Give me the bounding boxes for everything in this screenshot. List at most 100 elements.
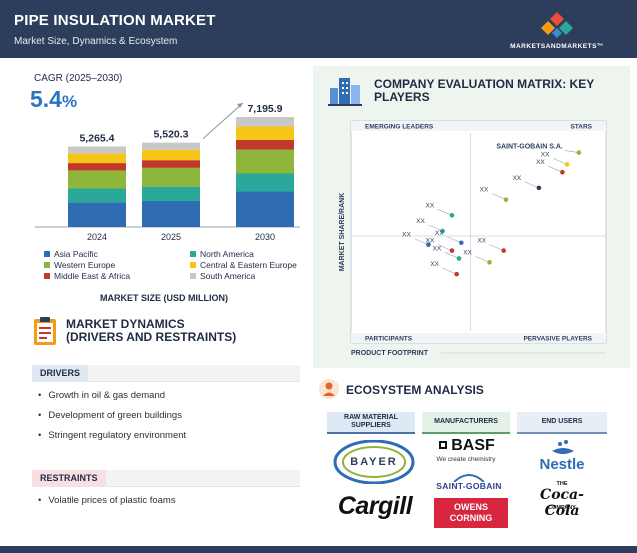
market-size-label: MARKET SIZE (USD MILLION) xyxy=(100,293,228,303)
bar-total-label: 7,195.9 xyxy=(247,103,282,115)
matrix-title-text: COMPANY EVALUATION MATRIX: KEY PLAYERS xyxy=(374,77,595,104)
bar-segment-south-america-2024 xyxy=(68,146,126,154)
nestle-nest-icon xyxy=(552,440,574,454)
basf-square-icon xyxy=(439,441,448,449)
legend-item-north-america: North America xyxy=(190,249,254,259)
matrix-point xyxy=(564,162,570,167)
matrix-point-label: XX xyxy=(536,159,545,166)
legend-swatch xyxy=(44,262,50,268)
bar-segment-middle-east-africa-2024 xyxy=(68,163,126,171)
matrix-point-label: XX xyxy=(480,187,489,194)
bar-segment-asia-pacific-2030 xyxy=(236,191,294,227)
matrix-point xyxy=(459,240,464,246)
matrix-point xyxy=(560,169,565,175)
brand-wordmark: MARKETSANDMARKETS™ xyxy=(510,43,604,50)
eco-heading: END USERS xyxy=(541,418,583,425)
legend-swatch xyxy=(190,273,196,279)
bar-segment-central-eastern-europe-2024 xyxy=(68,153,126,164)
bayer-logo xyxy=(333,440,415,484)
owens-corning-line2: CORNING xyxy=(449,513,493,523)
matrix-point xyxy=(576,150,582,155)
matrix-point-label: XX xyxy=(426,202,435,209)
matrix-bottom-strip xyxy=(351,333,606,343)
bar-segment-middle-east-africa-2025 xyxy=(142,160,200,168)
legend-label: North America xyxy=(200,249,254,259)
footer-bar xyxy=(0,546,637,553)
restraints-label: RESTRAINTS xyxy=(32,470,106,487)
company-evaluation-matrix: EMERGING LEADERS STARS PARTICIPANTS PERVASI… xyxy=(339,120,607,357)
page-title: PIPE INSULATION MARKET xyxy=(14,12,216,29)
eco-heading: RAW MATERIAL xyxy=(344,414,398,421)
bar-segment-western-europe-2025 xyxy=(142,167,200,187)
eco-column-raw-material: RAW MATERIAL SUPPLIERS xyxy=(327,412,415,434)
quadrant-label-stars: STARS xyxy=(570,124,592,131)
matrix-point-label: XX xyxy=(402,232,411,239)
matrix-point-label: SAINT-GOBAIN S.A. xyxy=(496,144,563,151)
coke-the: THE xyxy=(556,481,568,487)
dynamics-title-line2: (DRIVERS AND RESTRAINTS) xyxy=(66,330,237,344)
bar-segment-south-america-2025 xyxy=(142,142,200,150)
x-tick-label: 2030 xyxy=(255,232,275,242)
matrix-point xyxy=(454,271,459,277)
basf-tagline: We create chemistry xyxy=(436,456,496,463)
legend-label: Central & Eastern Europe xyxy=(200,260,297,270)
x-axis-label: PRODUCT FOOTPRINT xyxy=(351,350,429,357)
header-banner: PIPE INSULATION MARKET Market Size, Dyna… xyxy=(0,0,637,58)
saint-gobain-arch-icon xyxy=(453,474,485,482)
growth-arrow-line xyxy=(202,102,244,139)
point-leader-line xyxy=(444,252,460,259)
basf-wordmark: BASF xyxy=(451,437,495,454)
bar-segment-north-america-2024 xyxy=(68,188,126,203)
bar-segment-middle-east-africa-2030 xyxy=(236,139,294,150)
matrix-point-label: XX xyxy=(416,218,425,225)
x-tick-label: 2025 xyxy=(161,232,181,242)
matrix-point-label: XX xyxy=(426,238,435,245)
legend-label: Western Europe xyxy=(54,260,116,270)
ecosystem-title: ECOSYSTEM ANALYSIS xyxy=(346,383,484,397)
bar-segment-north-america-2025 xyxy=(142,186,200,202)
saint-gobain-wordmark: SAINT-GOBAIN xyxy=(436,481,502,491)
coca-cola-wordmark: Coca-Cola xyxy=(540,487,584,519)
driver-item: Development of green buildings xyxy=(38,410,182,421)
bar-total-label: 5,265.4 xyxy=(79,133,114,145)
brand-logo: MARKETSANDMARKETS™ xyxy=(497,10,617,50)
restraints-header: RESTRAINTS xyxy=(32,470,300,487)
matrix-point xyxy=(456,256,462,261)
bar-segment-north-america-2030 xyxy=(236,173,294,192)
matrix-point-label: XX xyxy=(513,175,522,182)
eco-heading: MANUFACTURERS xyxy=(434,418,498,425)
matrix-top-strip xyxy=(351,121,606,131)
brand-diamond-icon xyxy=(541,12,573,38)
ecosystem-icon xyxy=(319,379,339,399)
eco-column-end-users: END USERS xyxy=(517,412,607,434)
legend-label: Middle East & Africa xyxy=(54,271,131,281)
point-leader-line xyxy=(442,267,457,275)
legend-swatch xyxy=(44,273,50,279)
quadrant-label-pervasive-players: PERVASIVE PLAYERS xyxy=(523,336,592,343)
nestle-wordmark: Nestle xyxy=(539,456,585,473)
bar-segment-central-eastern-europe-2025 xyxy=(142,149,200,161)
point-leader-line xyxy=(437,244,453,251)
eco-column-manufacturers: MANUFACTURERS xyxy=(422,412,510,434)
legend-item-western-europe: Western Europe xyxy=(44,260,115,270)
legend-item-central-eastern-europe: Central & Eastern Europe xyxy=(190,260,297,270)
point-leader-line xyxy=(548,165,563,173)
matrix-point xyxy=(449,213,455,218)
bar-segment-western-europe-2024 xyxy=(68,170,126,189)
legend-label: South America xyxy=(200,271,256,281)
cagr-label: CAGR (2025–2030) xyxy=(34,73,123,84)
bar-segment-asia-pacific-2025 xyxy=(142,201,200,227)
bayer-wordmark: BAYER xyxy=(350,456,398,468)
legend-swatch xyxy=(44,251,50,257)
market-size-bar-chart: 5,265.4 2024 5,520.3 2025 7,195.9 2030 xyxy=(35,102,300,242)
owens-corning-line1: OWENS xyxy=(453,502,488,512)
matrix-point-label: XX xyxy=(435,230,444,237)
point-leader-line xyxy=(564,150,579,153)
matrix-point xyxy=(440,228,445,234)
bar-total-label: 5,520.3 xyxy=(153,129,188,141)
legend-item-middle-east-africa: Middle East & Africa xyxy=(44,271,130,281)
quadrant-label-emerging-leaders: EMERGING LEADERS xyxy=(365,124,434,131)
legend-label: Asia Pacific xyxy=(54,249,98,259)
bar-segment-western-europe-2030 xyxy=(236,149,294,174)
matrix-point xyxy=(487,260,492,265)
